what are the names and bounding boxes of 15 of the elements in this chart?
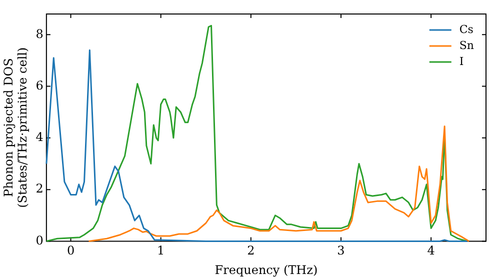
y-tick-label: 2: [36, 182, 44, 196]
x-tick-label: 2: [247, 244, 255, 258]
y-tick-label: 4: [36, 130, 44, 144]
y-axis-title: Phonon projected DOS (States/THz·primitive cell): [1, 47, 30, 208]
x-tick-label: 1: [157, 244, 165, 258]
legend-label: Sn: [459, 38, 474, 52]
y-tick-label: 6: [36, 78, 44, 92]
y-tick-label: 0: [36, 233, 44, 248]
x-tick-label: 4: [427, 244, 436, 258]
legend-label: I: [459, 54, 464, 68]
x-tick-label: 0: [66, 244, 75, 258]
y-tick-label: 8: [36, 26, 44, 41]
legend-label: Cs: [459, 22, 474, 36]
x-tick-label: 3: [337, 244, 345, 258]
x-axis-title: Frequency (THz): [214, 262, 318, 277]
